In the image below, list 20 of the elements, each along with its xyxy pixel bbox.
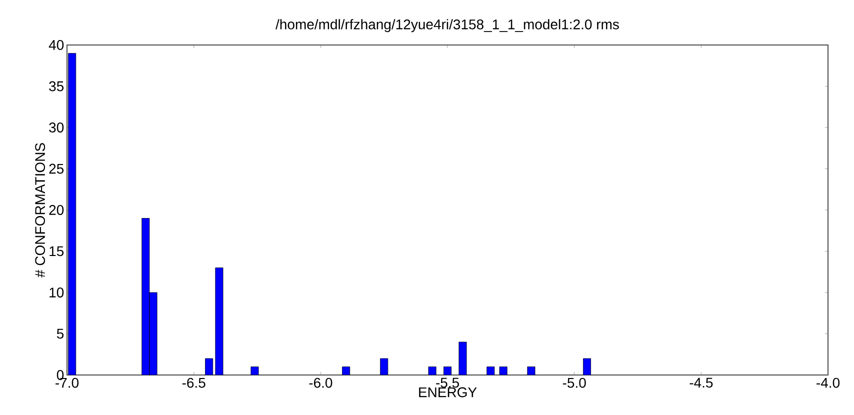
x-tick-label: -5.5 bbox=[436, 378, 459, 388]
y-tick-label: 5 bbox=[56, 328, 64, 339]
chart-title: /home/mdl/rfzhang/12yue4ri/3158_1_1_model1:2.0 rms bbox=[276, 19, 619, 32]
y-tick-label: 30 bbox=[49, 122, 64, 132]
x-tick-label: -5.0 bbox=[562, 378, 586, 388]
x-tick-label: -6.5 bbox=[182, 378, 206, 388]
y-tick-label: 10 bbox=[50, 288, 64, 298]
x-tick-label: -4.0 bbox=[816, 378, 840, 388]
y-tick-label: 40 bbox=[48, 40, 64, 50]
x-axis-title: ENERGY bbox=[419, 387, 477, 398]
y-tick-label: 20 bbox=[49, 205, 64, 215]
y-tick-label: 15 bbox=[50, 246, 64, 256]
y-axis-title: # CONFORMATIONS bbox=[35, 143, 46, 278]
x-tick-label: -7.0 bbox=[56, 378, 79, 388]
bar bbox=[68, 53, 76, 375]
y-tick-label: 25 bbox=[49, 164, 64, 174]
x-tick-label: -4.5 bbox=[690, 378, 713, 388]
bar bbox=[215, 268, 224, 375]
y-tick-label: 35 bbox=[49, 81, 64, 92]
x-tick-label: -6.0 bbox=[309, 378, 332, 388]
